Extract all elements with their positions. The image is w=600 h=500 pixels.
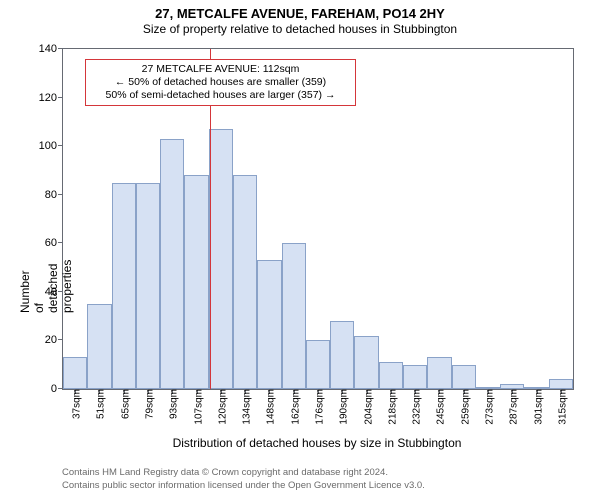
y-tick-label: 60 bbox=[45, 237, 63, 249]
x-tick-label: 287sqm bbox=[505, 389, 520, 425]
y-tick-label: 80 bbox=[45, 189, 63, 201]
x-tick-label: 162sqm bbox=[286, 389, 301, 425]
x-tick-label: 134sqm bbox=[238, 389, 253, 425]
annotation-line: 27 METCALFE AVENUE: 112sqm bbox=[92, 63, 349, 76]
y-tick-mark bbox=[58, 48, 63, 49]
y-tick-label: 100 bbox=[39, 140, 63, 152]
histogram-bar bbox=[184, 175, 208, 389]
x-tick-label: 232sqm bbox=[408, 389, 423, 425]
footer-attribution: Contains HM Land Registry data © Crown c… bbox=[62, 467, 425, 492]
y-tick-mark bbox=[58, 242, 63, 243]
histogram-bar bbox=[160, 139, 184, 389]
x-tick-label: 51sqm bbox=[92, 389, 107, 419]
x-tick-label: 190sqm bbox=[335, 389, 350, 425]
y-tick-mark bbox=[58, 97, 63, 98]
x-tick-label: 204sqm bbox=[359, 389, 374, 425]
x-tick-label: 148sqm bbox=[262, 389, 277, 425]
x-tick-label: 245sqm bbox=[432, 389, 447, 425]
histogram-bar bbox=[233, 175, 257, 389]
histogram-bar bbox=[136, 183, 160, 389]
x-tick-label: 79sqm bbox=[141, 389, 156, 419]
y-axis-label: Number of detached properties bbox=[18, 260, 74, 313]
histogram-bar bbox=[209, 129, 233, 389]
y-tick-mark bbox=[58, 145, 63, 146]
x-tick-label: 65sqm bbox=[116, 389, 131, 419]
histogram-bar bbox=[452, 365, 476, 389]
y-tick-label: 140 bbox=[39, 43, 63, 55]
histogram-bar bbox=[282, 243, 306, 389]
x-tick-label: 315sqm bbox=[553, 389, 568, 425]
annotation-line: ← 50% of detached houses are smaller (35… bbox=[92, 76, 349, 89]
annotation-line: 50% of semi-detached houses are larger (… bbox=[92, 89, 349, 102]
histogram-bar bbox=[330, 321, 354, 389]
y-tick-mark bbox=[58, 194, 63, 195]
histogram-bar bbox=[87, 304, 111, 389]
page-subtitle: Size of property relative to detached ho… bbox=[0, 21, 600, 36]
x-tick-label: 259sqm bbox=[456, 389, 471, 425]
x-tick-label: 120sqm bbox=[213, 389, 228, 425]
histogram-bar bbox=[112, 183, 136, 389]
annotation-box: 27 METCALFE AVENUE: 112sqm ← 50% of deta… bbox=[85, 59, 356, 106]
x-tick-label: 273sqm bbox=[481, 389, 496, 425]
x-tick-label: 176sqm bbox=[311, 389, 326, 425]
x-axis-label: Distribution of detached houses by size … bbox=[62, 436, 572, 450]
histogram-bar bbox=[63, 357, 87, 389]
x-tick-label: 93sqm bbox=[165, 389, 180, 419]
y-tick-label: 120 bbox=[39, 92, 63, 104]
histogram-bar bbox=[257, 260, 281, 389]
y-tick-label: 0 bbox=[51, 383, 63, 395]
y-tick-mark bbox=[58, 339, 63, 340]
histogram-bar bbox=[306, 340, 330, 389]
x-tick-label: 37sqm bbox=[68, 389, 83, 419]
x-tick-label: 107sqm bbox=[189, 389, 204, 425]
x-tick-label: 218sqm bbox=[383, 389, 398, 425]
histogram-bar bbox=[549, 379, 573, 389]
page-title: 27, METCALFE AVENUE, FAREHAM, PO14 2HY bbox=[0, 0, 600, 21]
histogram-bar bbox=[427, 357, 451, 389]
histogram-bar bbox=[403, 365, 427, 389]
x-tick-label: 301sqm bbox=[529, 389, 544, 425]
y-tick-label: 20 bbox=[45, 334, 63, 346]
histogram-bar bbox=[354, 336, 378, 389]
histogram-bar bbox=[379, 362, 403, 389]
